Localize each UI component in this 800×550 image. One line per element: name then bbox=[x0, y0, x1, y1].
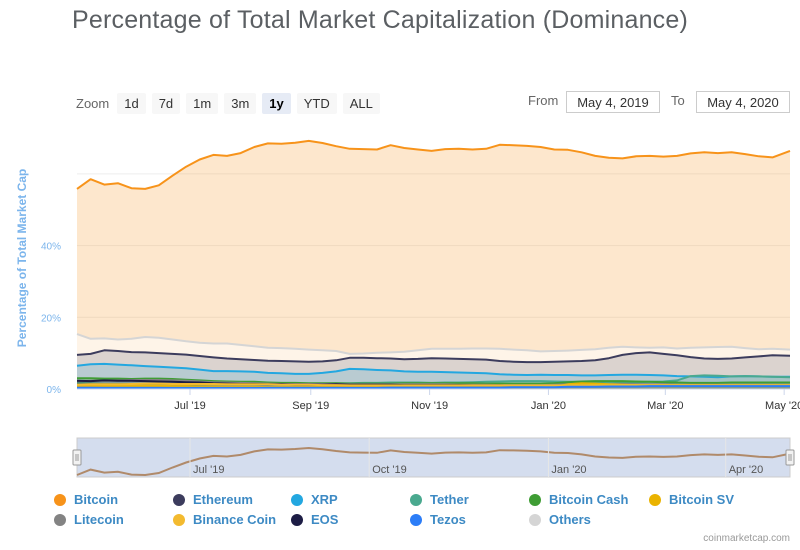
legend-dot-icon bbox=[54, 513, 66, 526]
line-bitcoin[interactable] bbox=[76, 139, 791, 190]
navigator-mask[interactable] bbox=[76, 437, 791, 478]
navigator-tick-label: Jul '19 bbox=[193, 464, 224, 476]
chart-title: Percentage of Total Market Capitalizatio… bbox=[72, 6, 688, 34]
legend-label: Litecoin bbox=[74, 512, 124, 527]
navigator[interactable]: Jul '19 Oct '19 Jan '20 Apr '20 bbox=[72, 437, 795, 478]
legend-item-bitcoin-cash[interactable]: Bitcoin Cash bbox=[529, 492, 628, 507]
line-tezos[interactable] bbox=[77, 385, 790, 389]
navigator-series bbox=[76, 446, 791, 477]
series-areas bbox=[76, 139, 791, 389]
y-tick-label: 0% bbox=[47, 385, 62, 396]
x-tick-label: Mar '20 bbox=[647, 400, 683, 412]
legend-item-others[interactable]: Others bbox=[529, 512, 591, 527]
legend-label: Bitcoin bbox=[74, 492, 119, 507]
navigator-tick-label: Apr '20 bbox=[729, 464, 764, 476]
legend-dot-icon bbox=[649, 493, 661, 506]
navigator-left-handle[interactable] bbox=[72, 449, 82, 466]
legend-dot-icon bbox=[410, 513, 422, 526]
legend-label: Tezos bbox=[430, 512, 466, 527]
legend-item-litecoin[interactable]: Litecoin bbox=[54, 512, 124, 527]
navigator-tick-label: Oct '19 bbox=[372, 464, 407, 476]
navigator-right-handle[interactable] bbox=[785, 449, 795, 466]
dominance-chart: 0% 20% 40% Jul '19 Sep '19 Nov '19 Jan '20 Mar… bbox=[15, 139, 800, 478]
legend-dot-icon bbox=[54, 493, 66, 506]
zoom-all-button[interactable]: ALL bbox=[342, 93, 380, 114]
legend-label: EOS bbox=[311, 512, 339, 527]
zoom-controls: Zoom 1d 7d 1m 3m 1y YTD ALL bbox=[76, 93, 380, 114]
to-label: To bbox=[671, 93, 685, 108]
legend-dot-icon bbox=[529, 513, 541, 526]
x-tick-label: Jan '20 bbox=[531, 400, 566, 412]
line-others[interactable] bbox=[76, 333, 791, 355]
legend-dot-icon bbox=[173, 513, 185, 526]
x-tick-label: May '20 bbox=[765, 400, 800, 412]
area-bitcoin bbox=[77, 140, 790, 389]
y-axis-ticks: 0% 20% 40% bbox=[41, 242, 61, 396]
legend-dot-icon bbox=[173, 493, 185, 506]
legend-item-tezos[interactable]: Tezos bbox=[410, 512, 466, 527]
legend-item-xrp[interactable]: XRP bbox=[291, 492, 338, 507]
legend-item-tether[interactable]: Tether bbox=[410, 492, 469, 507]
zoom-3m-button[interactable]: 3m bbox=[224, 93, 257, 114]
legend-label: Others bbox=[549, 512, 591, 527]
from-date-input[interactable]: May 4, 2019 bbox=[566, 91, 660, 113]
legend-dot-icon bbox=[291, 493, 303, 506]
legend-item-ethereum[interactable]: Ethereum bbox=[173, 492, 253, 507]
zoom-1y-button[interactable]: 1y bbox=[262, 93, 291, 114]
zoom-ytd-button[interactable]: YTD bbox=[296, 93, 337, 114]
legend-label: Bitcoin SV bbox=[669, 492, 735, 507]
area-ethereum bbox=[77, 350, 790, 389]
from-label: From bbox=[528, 93, 559, 108]
x-axis-ticks: Jul '19 Sep '19 Nov '19 Jan '20 Mar '20 May '… bbox=[77, 388, 800, 412]
line-xrp[interactable] bbox=[76, 362, 790, 379]
legend-dot-icon bbox=[529, 493, 541, 506]
line-ethereum[interactable] bbox=[76, 349, 791, 364]
y-tick-label: 20% bbox=[41, 313, 61, 324]
zoom-label: Zoom bbox=[76, 96, 110, 111]
x-tick-label: Sep '19 bbox=[292, 400, 329, 412]
legend-label: XRP bbox=[311, 492, 338, 507]
legend-dot-icon bbox=[291, 513, 303, 526]
legend-item-bitcoin-sv[interactable]: Bitcoin SV bbox=[649, 492, 734, 507]
legend-label: Bitcoin Cash bbox=[549, 492, 629, 507]
zoom-1d-button[interactable]: 1d bbox=[117, 93, 146, 114]
legend-label: Binance Coin bbox=[193, 512, 277, 527]
legend-label: Ethereum bbox=[193, 492, 253, 507]
legend-label: Tether bbox=[430, 492, 469, 507]
legend-item-binance-coin[interactable]: Binance Coin bbox=[173, 512, 276, 527]
y-tick-label: 40% bbox=[41, 242, 61, 253]
x-tick-label: Jul '19 bbox=[174, 400, 205, 412]
legend-item-eos[interactable]: EOS bbox=[291, 512, 338, 527]
x-tick-label: Nov '19 bbox=[411, 400, 448, 412]
legend-dot-icon bbox=[410, 493, 422, 506]
y-axis-label: Percentage of Total Market Cap bbox=[15, 169, 29, 348]
zoom-7d-button[interactable]: 7d bbox=[151, 93, 181, 114]
zoom-1m-button[interactable]: 1m bbox=[186, 93, 219, 114]
credit-text: coinmarketcap.com bbox=[703, 533, 790, 544]
to-date-input[interactable]: May 4, 2020 bbox=[696, 91, 790, 113]
legend-item-bitcoin[interactable]: Bitcoin bbox=[54, 492, 118, 507]
navigator-tick-label: Jan '20 bbox=[551, 464, 586, 476]
